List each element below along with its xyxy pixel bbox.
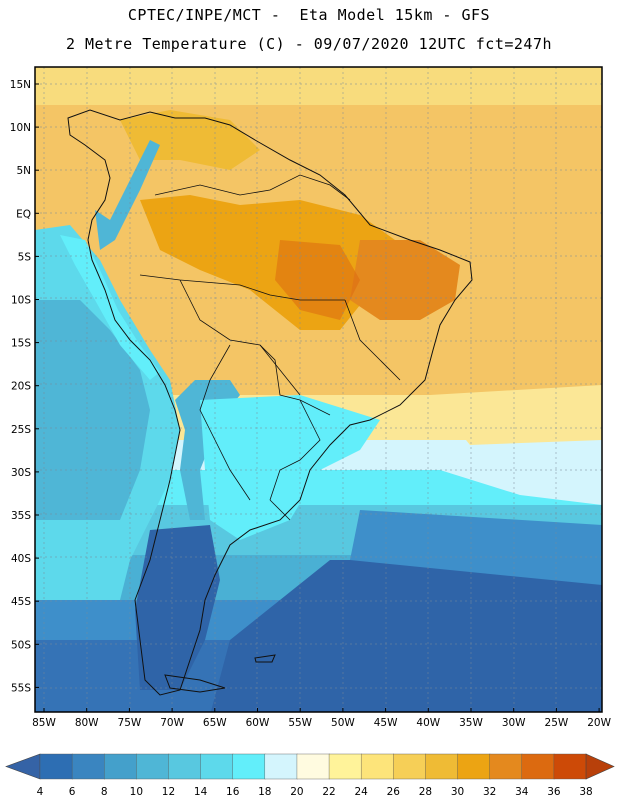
lat-label-40s: 40S — [11, 553, 31, 565]
colorbar-cell — [553, 753, 587, 780]
field-atlantic-pale — [410, 440, 602, 505]
colorbar-label-34: 34 — [515, 786, 529, 798]
lon-label-20w: 20W — [587, 717, 611, 729]
colorbar-cell — [393, 753, 427, 780]
longitude-labels: 85W 80W 75W 70W 65W 60W 55W 50W 45W 40W 35W 30W 25W 2… — [32, 708, 612, 729]
colorbar-cell — [136, 753, 170, 780]
lat-label-20s: 20S — [11, 381, 31, 393]
colorbar-label-26: 26 — [387, 786, 401, 798]
latitude-labels: 15N 10N 5N EQ 5S 10S 15S 20S 25S 30S 35S 40S 45S 50S 5… — [10, 79, 39, 694]
falkland-islands — [254, 654, 276, 663]
colorbar-label-38: 38 — [579, 786, 592, 798]
colorbar-cell — [457, 753, 491, 780]
lat-label-15n: 15N — [10, 79, 31, 91]
colorbar-cell — [489, 753, 523, 780]
lon-label-25w: 25W — [545, 717, 569, 729]
colorbar-cell — [264, 753, 298, 780]
country-borders — [139, 174, 401, 521]
lon-label-65w: 65W — [203, 717, 227, 729]
colorbar-label-24: 24 — [354, 786, 368, 798]
colorbar-label-6: 6 — [69, 786, 76, 798]
colorbar-label-16: 16 — [226, 786, 240, 798]
lat-label-10n: 10N — [10, 122, 31, 134]
map-frame — [34, 66, 603, 713]
colorbar-label-36: 36 — [547, 786, 561, 798]
lon-label-45w: 45W — [374, 717, 398, 729]
colorbar-high-arrow — [585, 753, 615, 780]
field-pacific-cyan-tongue — [60, 235, 160, 380]
colorbar-cell — [232, 753, 266, 780]
colorbar-cell — [200, 753, 234, 780]
colorbar-cell — [521, 753, 555, 780]
field-patagonia-cold — [135, 525, 220, 690]
colorbar-low-arrow — [5, 753, 41, 780]
lat-label-10s: 10S — [11, 295, 31, 307]
field-south-cone-cyan — [200, 395, 380, 540]
colorbar-label-28: 28 — [419, 786, 432, 798]
field-andes-cold — [95, 140, 160, 250]
lon-label-85w: 85W — [32, 717, 56, 729]
lat-label-30s: 30S — [11, 467, 31, 479]
colorbar-cell — [104, 753, 138, 780]
lon-label-35w: 35W — [459, 717, 483, 729]
colorbar-label-18: 18 — [258, 786, 271, 798]
field-south-atlantic-cold — [210, 560, 602, 712]
lon-label-30w: 30W — [502, 717, 526, 729]
field-band-north-pale — [35, 67, 602, 105]
field-south-atlantic-mid — [350, 510, 602, 585]
colorbar-cell — [296, 753, 330, 780]
lon-label-60w: 60W — [246, 717, 270, 729]
colorbar-label-4: 4 — [37, 786, 44, 798]
lat-label-55s: 55S — [11, 682, 31, 694]
colorbar-cell — [425, 753, 459, 780]
lat-label-15s: 15S — [11, 338, 31, 350]
tierra-del-fuego — [164, 674, 226, 693]
lon-label-55w: 55W — [288, 717, 312, 729]
colorbar-label-12: 12 — [162, 786, 175, 798]
colorbar-cell — [71, 753, 105, 780]
map-title-line2: 2 Metre Temperature (C) - 09/07/2020 12U… — [65, 35, 553, 53]
colorbar-label-8: 8 — [101, 786, 108, 798]
colorbar-label-14: 14 — [194, 786, 208, 798]
lat-label-eq: EQ — [16, 208, 31, 220]
field-pacific-cold-tongue — [35, 300, 150, 520]
colorbar-label-32: 32 — [483, 786, 496, 798]
colorbar-label-20: 20 — [290, 786, 303, 798]
lon-label-70w: 70W — [160, 717, 184, 729]
field-atlantic-warm-band — [430, 385, 602, 445]
lat-label-5n: 5N — [16, 165, 31, 177]
colorbar-label-22: 22 — [322, 786, 335, 798]
colorbar-cell — [360, 753, 394, 780]
lat-label-45s: 45S — [11, 596, 31, 608]
colorbar-cell — [168, 753, 202, 780]
colorbar-label-10: 10 — [130, 786, 143, 798]
map-title-line1: CPTEC/INPE/MCT - Eta Model 15km - GFS — [127, 6, 491, 24]
lon-label-40w: 40W — [416, 717, 440, 729]
lon-label-80w: 80W — [75, 717, 99, 729]
colorbar-cell — [39, 753, 73, 780]
lat-label-50s: 50S — [11, 639, 31, 651]
colorbar-cell — [328, 753, 362, 780]
lon-label-75w: 75W — [118, 717, 142, 729]
lat-label-35s: 35S — [11, 510, 31, 522]
lon-label-50w: 50W — [331, 717, 355, 729]
south-america-coastline — [67, 109, 473, 696]
colorbar-label-30: 30 — [451, 786, 464, 798]
lat-label-5s: 5S — [18, 251, 32, 263]
field-northeast-hot — [350, 240, 460, 320]
lat-label-25s: 25S — [11, 424, 31, 436]
